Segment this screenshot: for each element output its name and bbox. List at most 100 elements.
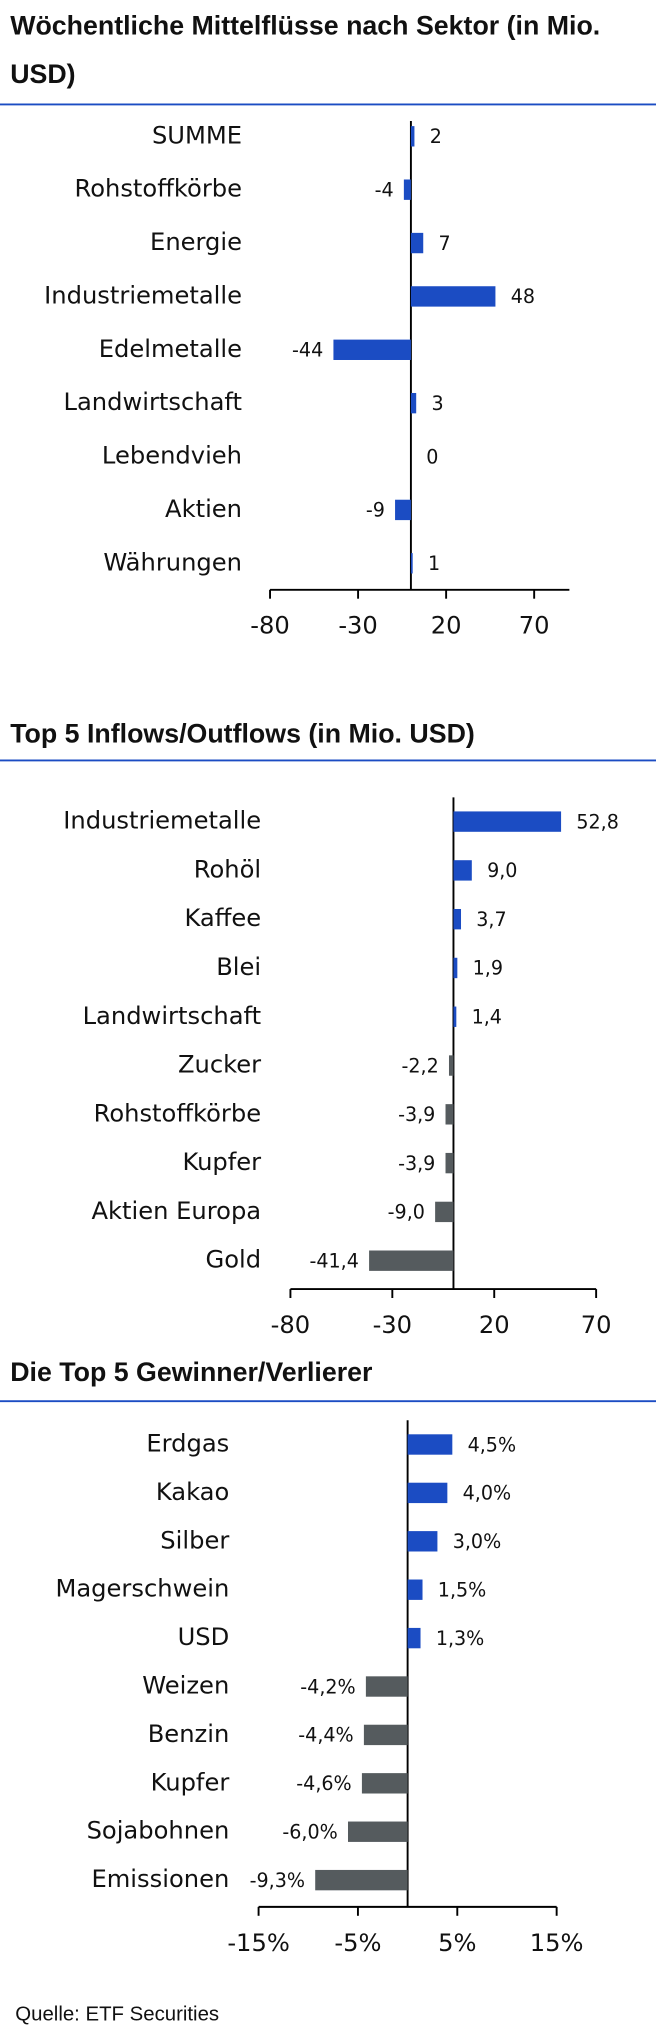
value-label: -3,9 [398,1152,435,1175]
value-label: -41,4 [309,1249,358,1272]
category-label: Landwirtschaft [83,1002,262,1030]
bar [453,908,462,930]
category-label: Edelmetalle [99,335,242,363]
value-label: 1,5% [438,1578,487,1601]
bar [347,1821,408,1842]
category-label: Rohöl [194,855,261,883]
bar [407,1579,423,1600]
chart-title-box: Die Top 5 Gewinner/Verlierer [10,1357,373,1388]
value-label: -9,3% [250,1869,305,1892]
x-tick-label: -30 [338,612,378,640]
bar [453,957,458,979]
value-label: 7 [439,232,451,255]
bar [315,1869,408,1891]
bar [407,1627,421,1649]
category-label: Emissionen [91,1865,229,1893]
chart-title-box: Wöchentliche Mittelflüsse nach Sektor (i… [10,11,601,90]
bar [410,553,413,574]
x-tick-label: -80 [250,612,290,640]
bar [361,1773,408,1794]
x-tick-label: -80 [271,1311,311,1339]
x-tick-label: 70 [581,1311,612,1339]
category-label: Magerschwein [55,1575,229,1603]
category-label: Silber [160,1526,229,1554]
category-label: Landwirtschaft [63,388,242,416]
value-label: 2 [430,125,442,148]
chart-title-box: Top 5 Inflows/Outflows (in Mio. USD) [10,719,475,750]
value-label: -4,2% [300,1675,355,1698]
category-label: Kupfer [151,1768,230,1796]
chart-title: Top 5 Inflows/Outflows (in Mio. USD) [10,719,475,750]
category-label: Lebendvieh [102,442,242,470]
category-label: Kakao [156,1478,229,1506]
bar [445,1104,454,1125]
category-label: Aktien [165,495,242,523]
bar [333,339,411,360]
category-label: Energie [150,228,242,256]
bar [435,1201,454,1223]
category-label: Industriemetalle [44,281,242,309]
chart-title: Die Top 5 Gewinner/Verlierer [10,1357,373,1388]
bar [410,286,496,307]
category-label: Kaffee [184,904,261,932]
value-label: -4,4% [298,1724,353,1747]
value-label: 52,8 [576,810,619,833]
value-label: 3,0% [453,1530,502,1553]
x-tick-label: -30 [373,1311,413,1339]
value-label: 3 [431,392,443,415]
x-tick-label: 15% [530,1929,584,1957]
value-label: 4,0% [463,1482,512,1505]
bar [407,1482,448,1504]
bar [410,392,417,414]
bar [410,232,424,254]
bar [453,811,562,832]
category-label: Rohstoffkörbe [74,175,242,203]
x-tick-label: -5% [334,1929,381,1957]
category-label: Währungen [103,548,242,576]
category-label: Benzin [148,1720,230,1748]
value-label: -2,2 [402,1054,439,1077]
category-label: Blei [216,953,261,981]
category-label: Industriemetalle [63,807,261,835]
chart-title: Wöchentliche Mittelflüsse nach Sektor (i… [10,11,601,90]
value-label: 48 [511,285,535,308]
bar [403,179,411,200]
x-tick-label: 20 [431,612,462,640]
bar [410,126,415,147]
bar [363,1724,408,1746]
bar [395,499,411,521]
category-label: Gold [206,1246,262,1274]
bar [407,1531,438,1552]
bar [448,1055,454,1076]
x-tick-label: 20 [479,1311,510,1339]
category-label: Aktien Europa [91,1197,261,1225]
bar [365,1676,408,1697]
value-label: 1,9 [473,957,503,980]
value-label: 9,0 [487,859,517,882]
value-label: -4,6% [296,1772,351,1795]
category-label: Rohstoffkörbe [94,1099,262,1127]
category-label: USD [178,1623,230,1651]
bar [369,1250,454,1271]
bar [445,1152,454,1174]
bar [407,1434,453,1455]
value-label: -4 [375,178,394,201]
value-label: -44 [292,339,323,362]
x-tick-label: 70 [519,612,550,640]
value-label: 1,3% [436,1627,485,1650]
source-note: Quelle: ETF Securities [15,2004,219,2026]
category-label: SUMME [152,121,242,149]
category-label: Kupfer [182,1148,261,1176]
value-label: -6,0% [282,1820,337,1843]
category-label: Erdgas [146,1429,229,1457]
value-label: -9 [366,499,385,522]
value-label: 0 [426,445,438,468]
value-label: 1,4 [472,1006,502,1029]
x-tick-label: -15% [227,1929,289,1957]
bar [453,860,472,881]
bar [453,1006,457,1027]
value-label: -9,0 [388,1201,425,1224]
x-tick-label: 5% [438,1929,476,1957]
category-label: Sojabohnen [87,1817,230,1845]
